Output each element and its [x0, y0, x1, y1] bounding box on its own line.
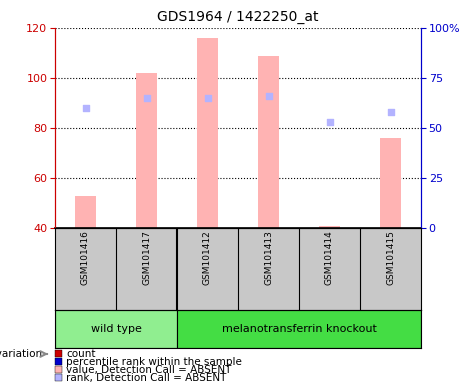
Text: GSM101413: GSM101413 — [264, 230, 273, 285]
Bar — [55, 374, 62, 381]
Point — [82, 105, 89, 111]
Text: rank, Detection Call = ABSENT: rank, Detection Call = ABSENT — [66, 372, 226, 382]
Bar — [177, 310, 421, 348]
Point — [143, 95, 150, 101]
Bar — [55, 358, 62, 365]
Bar — [55, 366, 62, 373]
Bar — [319, 225, 340, 228]
Text: value, Detection Call = ABSENT: value, Detection Call = ABSENT — [66, 364, 231, 375]
Text: GSM101417: GSM101417 — [142, 230, 151, 285]
Title: GDS1964 / 1422250_at: GDS1964 / 1422250_at — [157, 10, 319, 24]
Bar — [258, 56, 279, 228]
Bar — [197, 38, 218, 228]
Text: percentile rank within the sample: percentile rank within the sample — [66, 357, 242, 367]
Text: count: count — [66, 349, 95, 359]
Text: GSM101416: GSM101416 — [81, 230, 90, 285]
Bar — [75, 195, 96, 228]
Point — [326, 119, 333, 125]
Text: GSM101412: GSM101412 — [203, 230, 212, 285]
Text: wild type: wild type — [90, 324, 142, 334]
Text: melanotransferrin knockout: melanotransferrin knockout — [222, 324, 377, 334]
Text: GSM101414: GSM101414 — [325, 230, 334, 285]
Bar — [136, 73, 157, 228]
Text: genotype/variation: genotype/variation — [0, 349, 43, 359]
Bar — [380, 138, 401, 228]
Bar — [55, 310, 177, 348]
Bar — [55, 350, 62, 357]
Point — [265, 93, 272, 99]
Point — [204, 95, 211, 101]
Point — [387, 109, 394, 115]
Text: GSM101415: GSM101415 — [386, 230, 395, 285]
